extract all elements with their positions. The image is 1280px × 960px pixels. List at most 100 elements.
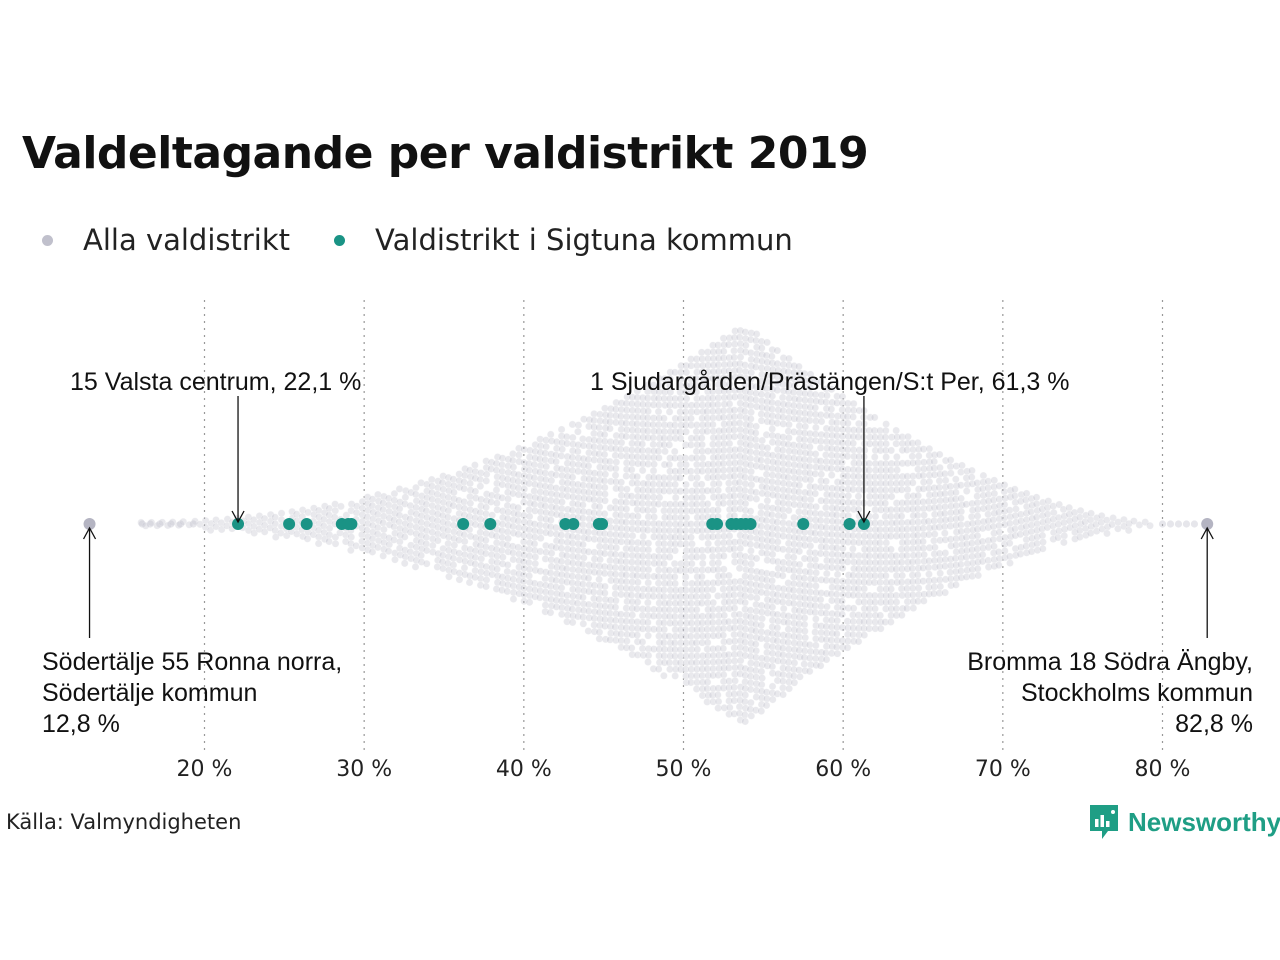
swarm-dot (558, 484, 567, 493)
swarm-dot (628, 611, 637, 619)
swarm-dot (670, 639, 679, 647)
swarm-dot (703, 348, 712, 357)
swarm-dot (936, 569, 945, 578)
swarm-dot (428, 495, 437, 504)
swarm-dot (493, 578, 502, 587)
swarm-dot (665, 605, 674, 614)
swarm-dot (493, 571, 502, 580)
swarm-dot (693, 632, 701, 641)
swarm-dot (692, 388, 701, 396)
swarm-dot (330, 513, 339, 522)
swarm-dot (698, 671, 706, 680)
swarm-dot (849, 399, 858, 408)
swarm-dot (595, 634, 604, 643)
swarm-dot (601, 622, 609, 631)
swarm-dot (552, 484, 561, 492)
swarm-dot (552, 536, 561, 545)
swarm-dot (563, 485, 572, 494)
swarm-dot (725, 373, 734, 382)
swarm-dot (714, 704, 723, 713)
swarm-dot (708, 387, 717, 396)
swarm-dot (379, 492, 388, 501)
swarm-dot (952, 488, 960, 497)
swarm-dot (584, 574, 593, 583)
swarm-dot (606, 424, 614, 433)
swarm-dot (622, 531, 631, 540)
swarm-dot (449, 488, 458, 497)
swarm-dot (784, 433, 793, 442)
swarm-dot (655, 632, 663, 640)
swarm-dot (649, 414, 658, 422)
swarm-dot (541, 568, 550, 577)
swarm-dot (385, 520, 394, 529)
swarm-dot (941, 588, 950, 597)
swarm-dot (746, 507, 755, 516)
swarm-dot (676, 487, 685, 496)
swarm-dot (956, 560, 965, 569)
swarm-dot (504, 495, 512, 503)
swarm-dot (412, 516, 421, 525)
swarm-dot (719, 406, 728, 415)
swarm-dot (271, 533, 280, 541)
swarm-dot (666, 533, 675, 542)
swarm-dot (368, 521, 377, 530)
swarm-dot (628, 564, 636, 573)
swarm-dot (681, 553, 690, 562)
swarm-dot (698, 354, 707, 363)
swarm-dot (871, 512, 880, 521)
swarm-dot (731, 676, 739, 685)
swarm-dot (578, 560, 587, 569)
swarm-dot (778, 571, 787, 580)
swarm-dot (655, 434, 664, 442)
x-tick-label: 50 % (656, 757, 712, 782)
swarm-dot (693, 599, 702, 608)
swarm-dot (773, 346, 782, 355)
swarm-dot (541, 469, 550, 478)
swarm-dot (660, 572, 668, 581)
swarm-dot (649, 486, 657, 495)
swarm-dot (622, 518, 630, 527)
swarm-dot (595, 595, 603, 604)
swarm-dot (698, 552, 707, 561)
swarm-dot (596, 555, 604, 564)
swarm-dot (395, 504, 404, 513)
swarm-dot (654, 407, 663, 416)
swarm-dot (800, 660, 809, 669)
swarm-dot (379, 525, 388, 534)
swarm-dot (751, 640, 760, 649)
swarm-dot (719, 670, 728, 679)
swarm-dot (628, 624, 636, 633)
swarm-dot (725, 380, 734, 389)
swarm-dot (703, 632, 712, 640)
swarm-dot (525, 479, 533, 488)
swarm-dot (704, 354, 712, 363)
swarm-dot (708, 612, 717, 620)
swarm-dot (472, 540, 480, 549)
swarm-dot (568, 559, 577, 567)
swarm-dot (644, 631, 653, 640)
swarm-dot (460, 484, 469, 493)
swarm-dot (676, 540, 685, 548)
swarm-dot (898, 571, 907, 580)
swarm-dot (687, 421, 696, 429)
swarm-dot (665, 473, 674, 482)
swarm-dot (551, 523, 560, 532)
brand[interactable]: Newsworthy (1088, 803, 1280, 841)
swarm-dot (767, 510, 776, 519)
swarm-dot (1005, 506, 1014, 515)
swarm-dot (563, 472, 572, 481)
swarm-dot (498, 553, 507, 562)
swarm-dot (601, 496, 609, 505)
swarm-dot (644, 578, 653, 587)
swarm-dot (546, 496, 555, 505)
swarm-dot (595, 423, 604, 432)
swarm-dot (671, 619, 679, 628)
swarm-dot (752, 422, 761, 431)
swarm-dot (951, 475, 960, 484)
swarm-dot (1010, 485, 1019, 494)
swarm-dot (547, 549, 556, 558)
sigtuna-point (744, 518, 757, 530)
swarm-dot (568, 460, 577, 468)
swarm-dot (746, 698, 755, 707)
swarm-dot (714, 466, 722, 475)
